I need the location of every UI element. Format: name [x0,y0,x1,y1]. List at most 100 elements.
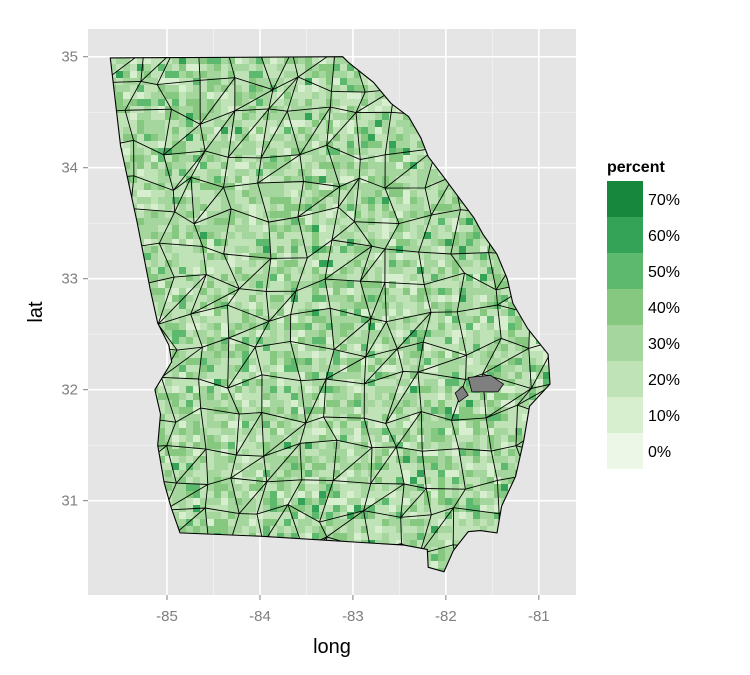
tract-cell [277,351,285,359]
tract-cell [158,78,166,86]
tract-cell [319,372,327,380]
tract-cell [424,393,432,401]
tract-cell [389,344,397,352]
tract-cell [494,519,502,527]
tract-cell [235,190,243,198]
tract-cell [347,211,355,219]
tract-cell [193,274,201,282]
tract-cell [249,512,257,520]
tract-cell [256,302,264,310]
tract-cell [319,288,327,296]
tract-cell [494,393,502,401]
tract-cell [221,295,229,303]
tract-cell [445,337,453,345]
tract-cell [459,309,467,317]
tract-cell [466,309,474,317]
tract-cell [354,281,362,289]
tract-cell [137,99,145,107]
tract-cell [340,246,348,254]
tract-cell [480,323,488,331]
tract-cell [466,393,474,401]
tract-cell [333,512,341,520]
tract-cell [361,176,369,184]
tract-cell [270,218,278,226]
tract-cell [284,253,292,261]
tract-cell [242,211,250,219]
tract-cell [438,323,446,331]
tract-cell [382,190,390,198]
tract-cell [417,344,425,352]
tract-cell [480,400,488,408]
tract-cell [242,344,250,352]
tract-cell [543,358,551,366]
tract-cell [389,428,397,436]
tract-cell [354,71,362,79]
tract-cell [424,421,432,429]
tract-cell [158,204,166,212]
tract-cell [361,260,369,268]
tract-cell [298,239,306,247]
tract-cell [438,498,446,506]
tract-cell [207,519,215,527]
tract-cell [256,274,264,282]
tract-cell [494,288,502,296]
tract-cell [270,155,278,163]
tract-cell [186,470,194,478]
tract-cell [305,330,313,338]
tract-cell [536,372,544,380]
tract-cell [487,414,495,422]
tract-cell [347,435,355,443]
tract-cell [368,358,376,366]
tract-cell [515,344,523,352]
tract-cell [277,484,285,492]
tract-cell [375,176,383,184]
tract-cell [263,267,271,275]
tract-cell [256,309,264,317]
tract-cell [340,232,348,240]
tract-cell [207,239,215,247]
tract-cell [438,512,446,520]
tract-cell [333,127,341,135]
tract-cell [165,316,173,324]
tract-cell [172,176,180,184]
tract-cell [123,120,131,128]
tract-cell [319,246,327,254]
tract-cell [235,463,243,471]
tract-cell [536,351,544,359]
tract-cell [200,225,208,233]
tract-cell [179,99,187,107]
tract-cell [452,505,460,513]
tract-cell [375,400,383,408]
tract-cell [333,358,341,366]
tract-cell [298,288,306,296]
tract-cell [396,323,404,331]
tract-cell [368,491,376,499]
tract-cell [116,99,124,107]
tract-cell [494,400,502,408]
tract-cell [123,148,131,156]
tract-cell [151,281,159,289]
tract-cell [410,239,418,247]
tract-cell [417,274,425,282]
tract-cell [501,295,509,303]
tract-cell [340,148,348,156]
tract-cell [186,127,194,135]
tract-cell [284,190,292,198]
tract-cell [214,78,222,86]
tract-cell [445,316,453,324]
tract-cell [298,274,306,282]
tract-cell [319,204,327,212]
tract-cell [214,505,222,513]
tract-cell [291,120,299,128]
tract-cell [382,162,390,170]
tract-cell [333,253,341,261]
tract-cell [431,197,439,205]
tract-cell [228,162,236,170]
tract-cell [396,484,404,492]
tract-cell [242,260,250,268]
tract-cell [277,183,285,191]
tract-cell [319,386,327,394]
tract-cell [382,512,390,520]
tract-cell [270,512,278,520]
tract-cell [452,330,460,338]
